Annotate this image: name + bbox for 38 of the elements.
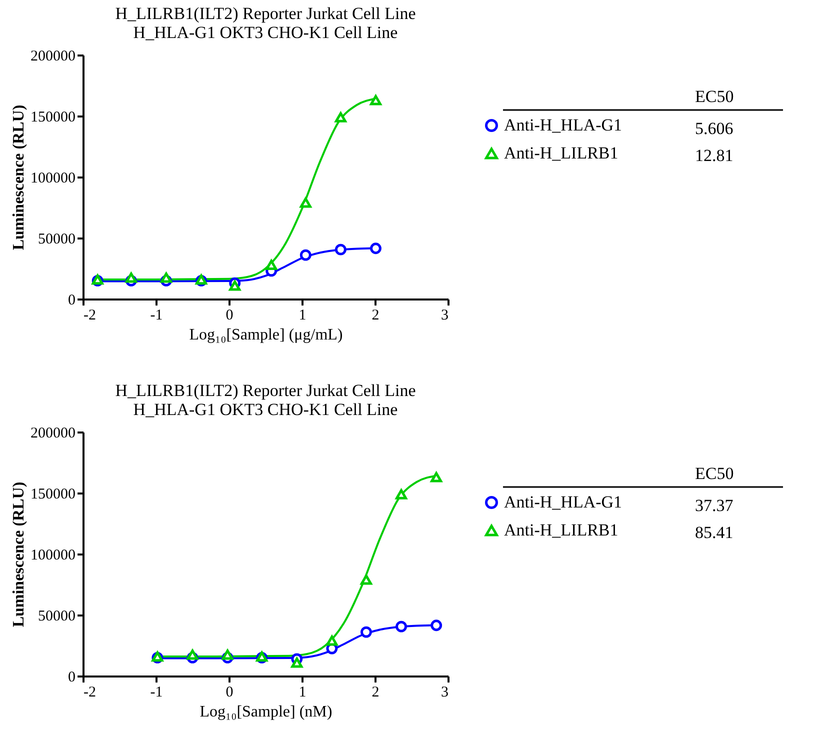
x-tick-label: 3 [441, 308, 448, 324]
chart-title: H_LILRB1(ILT2) Reporter Jurkat Cell Line H_HLA-G1 OKT3 CHO-K1 Cell Line [115, 4, 416, 42]
y-tick-label: 150000 [30, 486, 76, 502]
y-tick-label: 0 [68, 292, 76, 308]
y-tick-label: 200000 [30, 426, 76, 442]
y-axis-title: Luminescence (RLU) [10, 482, 28, 628]
y-tick-label: 100000 [30, 170, 76, 186]
x-axis-title: Log₁₀[Sample] (μg/mL) [189, 326, 343, 344]
legend-label: Anti-H_LILRB1 [504, 520, 618, 540]
y-tick-label: 100000 [30, 548, 76, 564]
x-tick-label: 2 [372, 308, 380, 324]
legend-label: Anti-H_HLA-G1 [504, 492, 622, 512]
x-tick-label: -1 [150, 308, 163, 324]
x-tick-label: -2 [84, 308, 96, 324]
legend-label: Anti-H_HLA-G1 [504, 116, 622, 134]
x-tick-label: 0 [226, 684, 234, 700]
x-axis-title: Log₁₀[Sample] (nM) [200, 704, 332, 720]
text: 37.37 [695, 496, 734, 515]
x-tick-label: -1 [150, 684, 163, 700]
x-tick-label: 0 [226, 308, 234, 324]
y-tick-label: 150000 [30, 110, 76, 126]
text: 85.41 [695, 523, 734, 542]
x-tick-label: 2 [372, 684, 380, 700]
text: EC50 [695, 87, 734, 106]
y-axis-title: Luminescence (RLU) [10, 104, 28, 250]
text: 5.606 [695, 119, 734, 138]
chart-title: H_LILRB1(ILT2) Reporter Jurkat Cell Line H_HLA-G1 OKT3 CHO-K1 Cell Line [115, 381, 416, 419]
x-tick-label: 3 [441, 684, 448, 700]
text: 12.81 [695, 146, 734, 165]
x-tick-label: 1 [298, 684, 306, 700]
y-tick-label: 200000 [30, 48, 76, 64]
x-tick-label: -2 [84, 684, 96, 700]
text: EC50 [695, 464, 734, 483]
legend-label: Anti-H_LILRB1 [504, 144, 618, 162]
y-tick-label: 0 [68, 670, 76, 686]
y-tick-label: 50000 [38, 608, 76, 624]
y-tick-label: 50000 [38, 232, 76, 248]
x-tick-label: 1 [298, 308, 306, 324]
